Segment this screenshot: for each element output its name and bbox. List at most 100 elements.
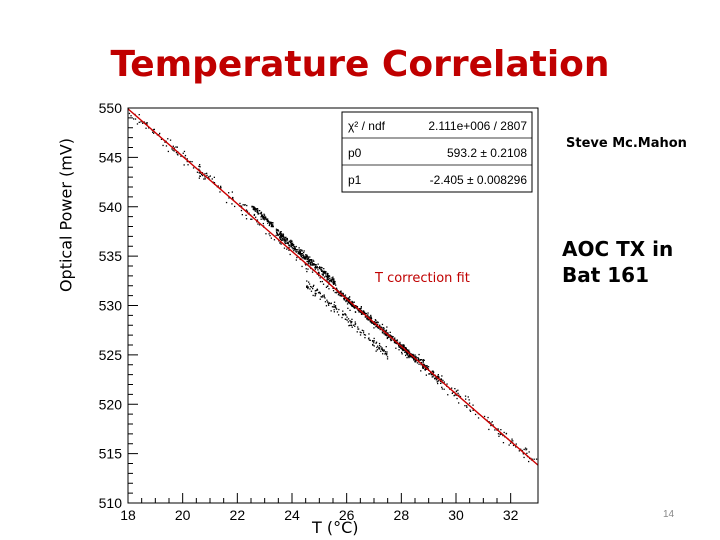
data-point [335,292,338,294]
data-point [298,252,301,254]
data-point [359,334,362,336]
data-point [146,122,148,124]
data-point [457,389,459,391]
data-point [301,252,304,255]
data-point [400,347,402,349]
data-point [388,336,390,338]
data-point [433,371,435,373]
data-point [140,121,142,123]
data-point [387,332,389,334]
data-point [262,215,264,217]
data-point [417,359,419,361]
data-point [284,239,286,242]
data-point [374,324,376,326]
data-point [415,355,417,358]
data-point [409,355,412,357]
data-point [303,256,306,259]
data-point [456,397,458,400]
data-point [347,302,350,304]
data-point [301,250,303,252]
data-point [346,297,348,299]
data-point [305,254,307,256]
data-point [191,161,193,163]
data-point [466,405,468,407]
data-point [186,158,188,160]
data-point [512,444,515,447]
data-point [379,325,381,327]
data-point [383,327,385,329]
data-point [349,302,351,304]
data-point [376,321,379,323]
data-point [370,314,372,317]
data-point [446,383,448,385]
data-point [402,348,405,351]
data-point [405,354,407,357]
data-point [253,206,255,208]
data-point [420,364,422,366]
data-point [316,288,318,290]
data-point [255,208,257,210]
data-point [323,295,325,297]
data-point [383,350,385,352]
data-point [270,225,272,228]
data-point [390,339,392,341]
data-point [381,330,383,332]
data-point [321,273,323,275]
data-point [288,249,290,251]
data-point [378,347,380,349]
data-point [401,347,403,349]
data-point [332,279,334,281]
data-point [350,303,352,305]
data-point [465,398,467,400]
data-point [313,264,315,266]
data-point [420,361,423,364]
data-point [280,231,282,233]
data-point [437,374,439,376]
data-point [360,332,362,334]
data-point [304,263,306,265]
data-point [267,219,269,221]
data-point [469,410,472,412]
data-point [332,283,334,285]
data-point [338,314,340,316]
data-point [502,442,505,444]
data-point [285,236,287,238]
data-point [159,132,161,135]
data-point [206,172,208,174]
data-point [272,224,274,226]
data-point [327,273,329,275]
data-point [299,249,301,251]
data-point [303,250,305,252]
data-point [377,326,379,329]
data-point [176,153,179,155]
data-point [472,409,474,411]
data-point [333,304,335,306]
data-point [404,351,406,353]
data-point [308,262,310,264]
data-point [287,241,289,244]
data-point [343,298,345,300]
data-point [363,334,365,336]
data-point [402,349,405,351]
data-point [528,460,530,463]
data-point [361,329,363,331]
x-tick-label: 28 [394,507,410,523]
data-point [290,242,293,245]
data-point [326,275,328,278]
data-point [318,271,320,273]
data-point [180,155,182,157]
data-point [284,239,286,241]
data-point [270,237,272,239]
data-point [283,240,285,242]
data-point [363,311,365,313]
data-point [284,242,286,245]
data-point [263,219,266,221]
data-point [286,248,288,250]
data-point [464,395,467,397]
data-point [381,348,383,350]
data-point [414,354,416,356]
data-point [344,296,347,298]
data-point [257,211,259,213]
data-point [307,258,310,260]
data-point [269,223,271,225]
